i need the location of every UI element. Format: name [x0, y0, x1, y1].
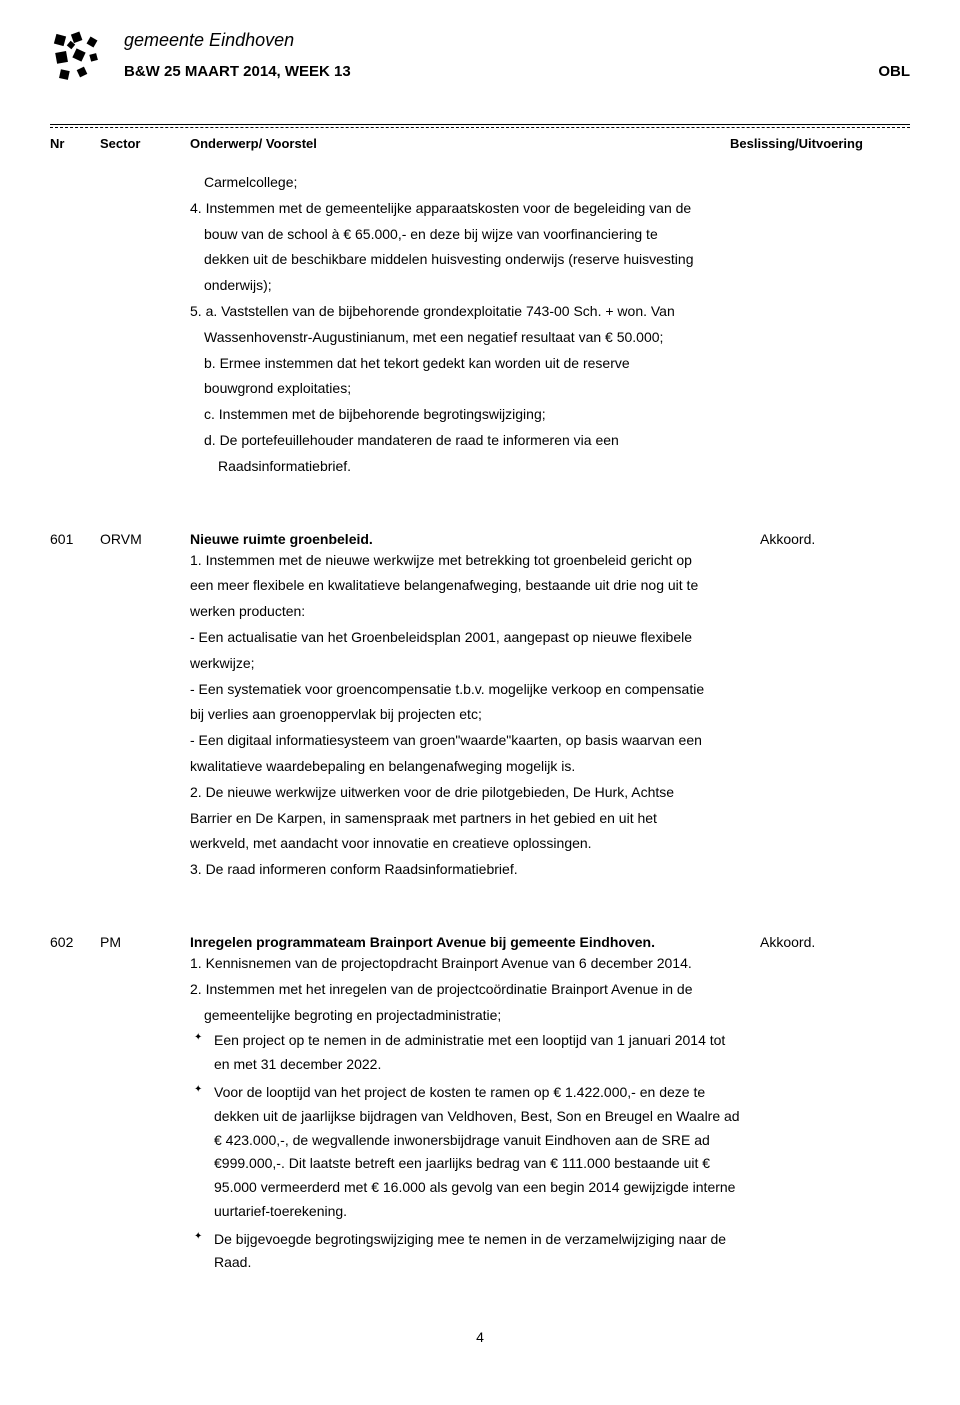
item-sector: ORVM: [100, 531, 190, 884]
item-nr: 602: [50, 934, 100, 1279]
agenda-item: 601 ORVM Nieuwe ruimte groenbeleid. 1. I…: [50, 531, 910, 884]
text-line: - Een digitaal informatiesysteem van gro…: [190, 729, 740, 753]
gemeente-label: gemeente Eindhoven: [124, 30, 910, 51]
item-body: Carmelcollege; 4. Instemmen met de gemee…: [190, 171, 760, 481]
doc-title: B&W 25 MAART 2014, WEEK 13: [124, 63, 351, 80]
col-sector: Sector: [100, 136, 190, 151]
logo-svg: [50, 30, 104, 84]
page-number: 4: [50, 1329, 910, 1345]
col-beslissing: Beslissing/Uitvoering: [730, 136, 910, 151]
text-line: 2. De nieuwe werkwijze uitwerken voor de…: [190, 781, 740, 805]
text-line: 2. Instemmen met het inregelen van de pr…: [190, 978, 740, 1002]
item-body: Nieuwe ruimte groenbeleid. 1. Instemmen …: [190, 531, 760, 884]
bullet-item: Voor de looptijd van het project de kost…: [190, 1081, 740, 1224]
text-line: een meer flexibele en kwalitatieve belan…: [190, 574, 740, 598]
text-line: 5. a. Vaststellen van de bijbehorende gr…: [190, 300, 740, 324]
bullet-item: De bijgevoegde begrotingswijziging mee t…: [190, 1228, 740, 1276]
text-line: bouw van de school à € 65.000,- en deze …: [190, 223, 740, 247]
text-line: gemeentelijke begroting en projectadmini…: [190, 1004, 740, 1028]
text-line: - Een systematiek voor groencompensatie …: [190, 678, 740, 702]
text-line: 1. Instemmen met de nieuwe werkwijze met…: [190, 549, 740, 573]
text-line: b. Ermee instemmen dat het tekort gedekt…: [190, 352, 740, 376]
text-line: bouwgrond exploitaties;: [190, 377, 740, 401]
doc-code: OBL: [878, 63, 910, 80]
item-sector: PM: [100, 934, 190, 1279]
text-line: kwalitatieve waardebepaling en belangena…: [190, 755, 740, 779]
item-title: Inregelen programmateam Brainport Avenue…: [190, 934, 740, 950]
text-line: - Een actualisatie van het Groenbeleidsp…: [190, 626, 740, 650]
text-line: werken producten:: [190, 600, 740, 624]
text-line: d. De portefeuillehouder mandateren de r…: [190, 429, 740, 453]
item-nr: 601: [50, 531, 100, 884]
col-nr: Nr: [50, 136, 100, 151]
item-decision: [760, 171, 910, 481]
bullet-list: Een project op te nemen in de administra…: [190, 1029, 740, 1275]
item-decision: Akkoord.: [760, 934, 910, 1279]
text-line: 4. Instemmen met de gemeentelijke appara…: [190, 197, 740, 221]
text-line: Barrier en De Karpen, in samenspraak met…: [190, 807, 740, 831]
text-line: dekken uit de beschikbare middelen huisv…: [190, 248, 740, 272]
text-line: 3. De raad informeren conform Raadsinfor…: [190, 858, 740, 882]
item-sector: [100, 171, 190, 481]
bullet-item: Een project op te nemen in de administra…: [190, 1029, 740, 1077]
municipality-logo: [50, 30, 104, 84]
text-line: Raadsinformatiebrief.: [190, 455, 740, 479]
divider: [50, 124, 910, 125]
agenda-item: 602 PM Inregelen programmateam Brainport…: [50, 934, 910, 1279]
text-line: Wassenhovenstr-Augustinianum, met een ne…: [190, 326, 740, 350]
text-line: werkveld, met aandacht voor innovatie en…: [190, 832, 740, 856]
column-headers: Nr Sector Onderwerp/ Voorstel Beslissing…: [50, 136, 910, 151]
item-decision: Akkoord.: [760, 531, 910, 884]
col-onderwerp: Onderwerp/ Voorstel: [190, 136, 730, 151]
text-line: c. Instemmen met de bijbehorende begroti…: [190, 403, 740, 427]
text-line: bij verlies aan groenoppervlak bij proje…: [190, 703, 740, 727]
item-nr: [50, 171, 100, 481]
agenda-item: Carmelcollege; 4. Instemmen met de gemee…: [50, 171, 910, 481]
text-line: onderwijs);: [190, 274, 740, 298]
text-line: 1. Kennisnemen van de projectopdracht Br…: [190, 952, 740, 976]
divider-dashed: [50, 127, 910, 128]
text-line: werkwijze;: [190, 652, 740, 676]
item-title: Nieuwe ruimte groenbeleid.: [190, 531, 740, 547]
page-header: gemeente Eindhoven B&W 25 MAART 2014, WE…: [50, 30, 910, 84]
text-line: Carmelcollege;: [190, 171, 740, 195]
item-body: Inregelen programmateam Brainport Avenue…: [190, 934, 760, 1279]
